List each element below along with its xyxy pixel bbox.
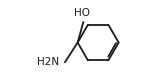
Text: HO: HO: [74, 8, 90, 18]
Text: H2N: H2N: [37, 57, 59, 67]
